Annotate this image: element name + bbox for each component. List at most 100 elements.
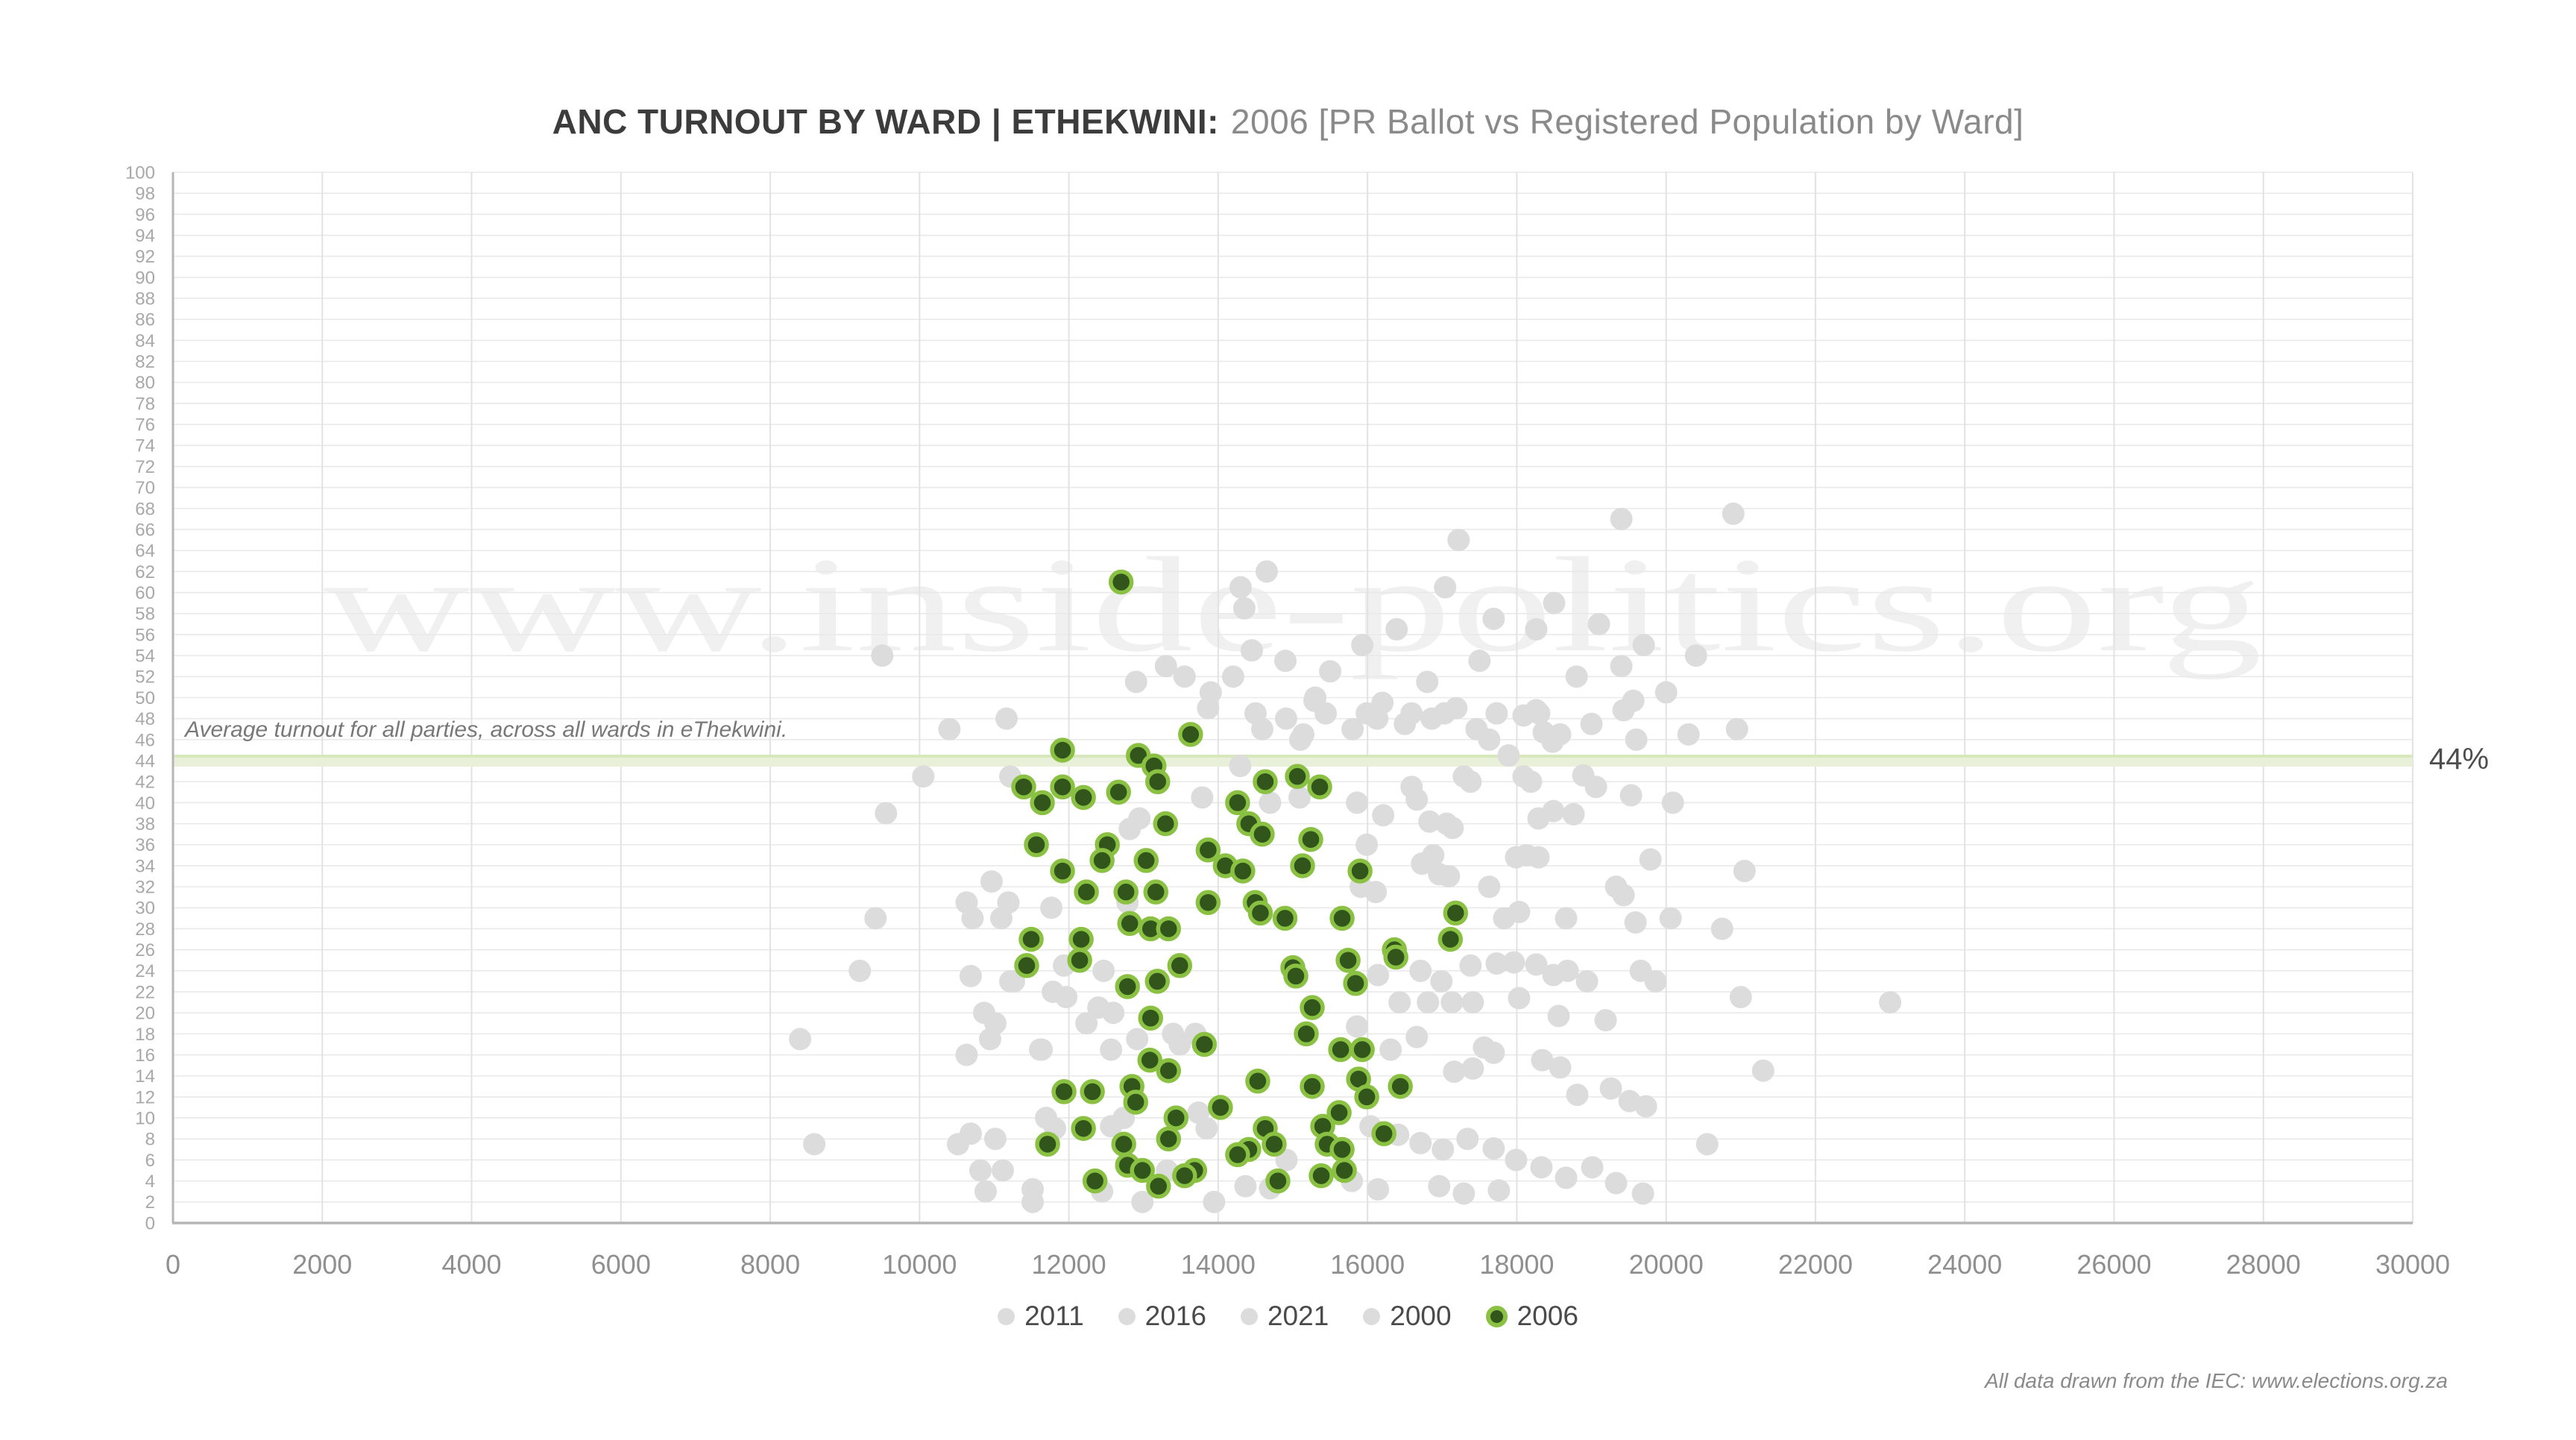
scatter-point (1240, 639, 1263, 662)
svg-text:66: 66 (135, 520, 155, 540)
legend-dot-2016 (1118, 1307, 1136, 1325)
svg-text:100: 100 (125, 163, 155, 183)
svg-text:78: 78 (135, 394, 155, 414)
svg-text:24000: 24000 (1927, 1249, 2002, 1280)
scatter-point (1543, 591, 1566, 614)
scatter-point (1080, 1079, 1105, 1104)
scatter-point (1221, 665, 1244, 688)
scatter-point (871, 644, 894, 667)
scatter-point (1014, 953, 1039, 978)
svg-text:6000: 6000 (591, 1249, 651, 1280)
scatter-point (1030, 790, 1055, 816)
scatter-point (1619, 784, 1643, 807)
scatter-point (1527, 846, 1550, 869)
svg-text:26: 26 (135, 940, 155, 960)
scatter-point (848, 959, 872, 982)
svg-text:0: 0 (145, 1213, 155, 1233)
svg-text:62: 62 (135, 562, 155, 582)
scatter-point (1461, 991, 1484, 1014)
scatter-point (1055, 986, 1078, 1009)
svg-text:44: 44 (135, 751, 155, 771)
scatter-point (1259, 791, 1282, 814)
scatter-point (1111, 1131, 1136, 1157)
svg-text:54: 54 (135, 647, 155, 667)
svg-text:82: 82 (135, 352, 155, 372)
average-line-annotation: Average turnout for all parties, across … (185, 717, 788, 742)
legend-label-2000: 2000 (1390, 1301, 1452, 1331)
legend-dot-2011 (998, 1307, 1015, 1325)
svg-text:64: 64 (135, 541, 155, 562)
scatter-point (1452, 1182, 1476, 1205)
scatter-point (1067, 948, 1092, 973)
scatter-point (1294, 1021, 1319, 1047)
scatter-point (1309, 1163, 1334, 1189)
svg-text:8: 8 (145, 1130, 155, 1150)
svg-text:32: 32 (135, 878, 155, 898)
scatter-point (1225, 1142, 1250, 1168)
svg-text:48: 48 (135, 709, 155, 729)
scatter-point (1024, 832, 1049, 858)
svg-text:60: 60 (135, 583, 155, 603)
scatter-point (1113, 879, 1139, 905)
scatter-point (803, 1133, 826, 1156)
scatter-point (1229, 576, 1252, 599)
scatter-point (1173, 665, 1196, 688)
scatter-point (1106, 779, 1131, 805)
svg-text:26000: 26000 (2076, 1249, 2151, 1280)
scatter-point (1328, 1037, 1353, 1063)
svg-text:12: 12 (135, 1087, 155, 1107)
scatter-point (1654, 681, 1678, 704)
legend-item-2011[interactable]: 2011 (998, 1301, 1084, 1332)
svg-text:92: 92 (135, 247, 155, 267)
scatter-point (1074, 879, 1099, 905)
scatter-point (1298, 826, 1323, 852)
scatter-point (1428, 1175, 1451, 1198)
legend-dot-2021 (1240, 1307, 1258, 1325)
scatter-point (1131, 1190, 1154, 1213)
svg-text:46: 46 (135, 730, 155, 750)
scatter-point (1172, 1163, 1197, 1189)
scatter-point (1326, 1100, 1352, 1125)
scatter-point (1167, 953, 1193, 978)
scatter-point (1124, 670, 1147, 694)
scatter-point (1525, 953, 1548, 976)
average-line-value-label: 44% (2429, 743, 2490, 776)
scatter-point (1610, 507, 1633, 530)
scatter-point (1528, 702, 1551, 725)
scatter-point (1725, 717, 1748, 741)
svg-text:74: 74 (135, 436, 155, 456)
scatter-point (1624, 911, 1647, 934)
legend-item-2016[interactable]: 2016 (1118, 1301, 1206, 1332)
scatter-point (1230, 858, 1256, 884)
svg-text:4000: 4000 (441, 1249, 501, 1280)
scatter-point (1430, 969, 1453, 993)
legend-item-2000[interactable]: 2000 (1363, 1301, 1452, 1332)
legend-label-2016: 2016 (1144, 1301, 1206, 1331)
scatter-point (1208, 1095, 1233, 1120)
chart-legend: 2011 2016 2021 2000 2006 (0, 1301, 2576, 1332)
scatter-point (1612, 884, 1635, 907)
scatter-point (1082, 1168, 1108, 1194)
svg-text:34: 34 (135, 856, 155, 876)
scatter-point (1232, 597, 1256, 620)
scatter-point (1520, 770, 1543, 793)
scatter-point (1487, 1179, 1511, 1202)
scatter-point (1625, 728, 1648, 751)
svg-text:50: 50 (135, 688, 155, 708)
svg-text:0: 0 (166, 1249, 180, 1280)
scatter-point (1432, 1138, 1455, 1161)
scatter-point (1409, 1131, 1432, 1154)
legend-item-2021[interactable]: 2021 (1240, 1301, 1329, 1332)
scatter-point (1733, 859, 1756, 882)
scatter-point (1366, 707, 1389, 730)
scatter-point (1405, 1025, 1429, 1048)
scatter-point (1502, 951, 1525, 974)
scatter-point (1459, 770, 1482, 793)
svg-text:2000: 2000 (292, 1249, 352, 1280)
scatter-point (991, 1159, 1014, 1182)
scatter-point (1272, 905, 1298, 931)
legend-item-2006[interactable]: 2006 (1485, 1301, 1578, 1332)
svg-text:88: 88 (135, 289, 155, 309)
scatter-point (1482, 1041, 1505, 1064)
